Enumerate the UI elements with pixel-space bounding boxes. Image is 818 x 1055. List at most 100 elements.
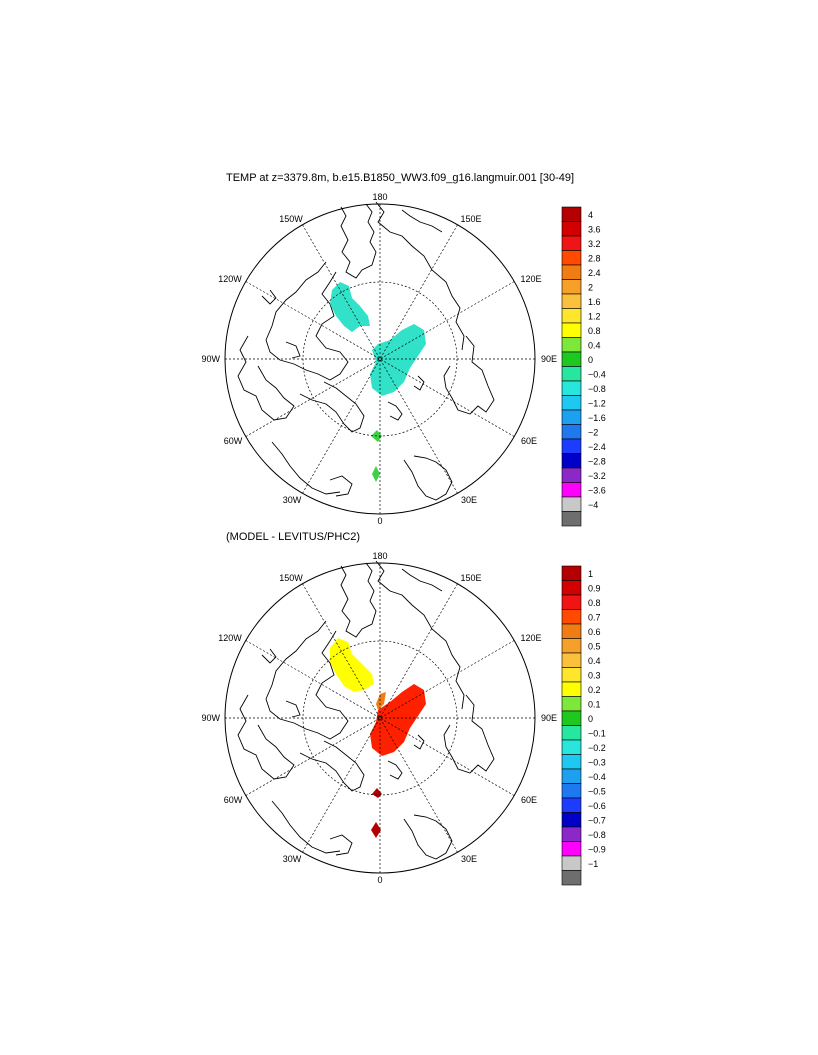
panel1-colorbar-box (561, 264, 582, 280)
panel2-lon-label-0: 0 (377, 875, 382, 885)
panel2-colorbar-label: −0.1 (588, 728, 606, 738)
panel2-colorbar-label: −1 (588, 859, 598, 869)
panel1-colorbar-box (561, 438, 582, 454)
panel2-colorbar-box (561, 710, 582, 726)
panel1-colorbar-label: −1.2 (588, 398, 606, 408)
panel1-colorbar-label: −2.4 (588, 442, 606, 452)
panel1-lon-label-120w: 120W (218, 274, 242, 284)
panel1-colorbar-label: −2.8 (588, 456, 606, 466)
panel2-red-anomaly (370, 684, 426, 756)
panel1-colorbar-box (561, 395, 582, 411)
panel1-colorbar-box (561, 496, 582, 512)
panel1-colorbar-box (561, 322, 582, 338)
panel2-colorbar-box (561, 739, 582, 755)
panel1-colorbar-label: −3.6 (588, 485, 606, 495)
panel1-lon-label-180: 180 (372, 192, 387, 202)
panel1-colorbar-label: 1.6 (588, 297, 601, 307)
panel2-colorbar-label: 0.7 (588, 612, 601, 622)
panel2-colorbar-box (561, 580, 582, 596)
panel2-map-boundary (224, 562, 536, 874)
panel2-colorbar-label: 0.1 (588, 699, 601, 709)
panel2-colorbar-box (561, 565, 582, 581)
panel1-lon-label-30e: 30E (461, 495, 477, 505)
panel2-colorbar-label: 0.4 (588, 656, 601, 666)
panel1-colorbar-label: 2.8 (588, 253, 601, 263)
panel1-lon-label-150w: 150W (279, 214, 303, 224)
panel1-colorbar-box (561, 293, 582, 309)
panel1-lon-label-0: 0 (377, 516, 382, 526)
panel1-colorbar-box (561, 351, 582, 367)
panel2-colorbar-label: 0.9 (588, 583, 601, 593)
panel2-colorbar-box (561, 594, 582, 610)
panel1-colorbar-label: 1.2 (588, 311, 601, 321)
panel2-darkred-anomaly (372, 788, 382, 798)
panel2-colorbar-box (561, 841, 582, 857)
panel1-colorbar-box (561, 380, 582, 396)
panel2-colorbar-box (561, 681, 582, 697)
panel1-colorbar-box (561, 482, 582, 498)
panel1-title: TEMP at z=3379.8m, b.e15.B1850_WW3.f09_g… (226, 172, 575, 184)
panel2-colorbar-box (561, 855, 582, 871)
panel1-colorbar-box (561, 409, 582, 425)
panel2-lon-label-150w: 150W (279, 573, 303, 583)
panel1-colorbar-label: −3.2 (588, 471, 606, 481)
panel2-lon-label-90e: 90E (541, 713, 557, 723)
panel1-colorbar-label: 2 (588, 282, 593, 292)
panel2-colorbar-label: −0.7 (588, 815, 606, 825)
panel2-colorbar-label: −0.3 (588, 757, 606, 767)
panel1-colorbar-box (561, 337, 582, 353)
panel2-colorbar-label: −0.6 (588, 801, 606, 811)
panel1-colorbar-label: −2 (588, 427, 598, 437)
panel1-colorbar-label: −1.6 (588, 413, 606, 423)
panel2-lon-label-60e: 60E (521, 795, 537, 805)
panel1-colorbar-label: −4 (588, 500, 598, 510)
panel2-colorbar-box (561, 667, 582, 683)
panel2-lon-label-120e: 120E (520, 633, 541, 643)
panel1-cyan-anomaly-main (370, 324, 426, 396)
panel2-title: (MODEL - LEVITUS/PHC2) (226, 531, 361, 543)
panel2-colorbar-label: 0.2 (588, 685, 601, 695)
panel2-colorbar-box (561, 696, 582, 712)
panel1-colorbar-box (561, 250, 582, 266)
panel2-colorbar-label: 0 (588, 714, 593, 724)
panel1-colorbar-box (561, 467, 582, 483)
panel2-colorbar-label: −0.9 (588, 844, 606, 854)
panel1-colorbar-box (561, 424, 582, 440)
panel1-colorbar: 4 3.6 3.2 2.8 2.4 2 1.6 1.2 0.8 0.4 0 −0.4 −0.8 −1.2 −… (561, 206, 606, 527)
panel2-lon-label-90w: 90W (201, 713, 220, 723)
panel2-colorbar-box (561, 783, 582, 799)
panel1-lon-label-150e: 150E (460, 214, 481, 224)
panel1-colorbar-box (561, 206, 582, 222)
panel2-lon-label-30e: 30E (461, 854, 477, 864)
panel2-darkred-anomaly-2 (371, 822, 381, 838)
panel2-colorbar-box (561, 797, 582, 813)
panel2-lon-label-30w: 30W (283, 854, 302, 864)
panel2-colorbar-box (561, 623, 582, 639)
panel2-lon-label-120w: 120W (218, 633, 242, 643)
panel2-colorbar-box (561, 725, 582, 741)
panel2-colorbar-label: −0.8 (588, 830, 606, 840)
panel2-colorbar-label: 0.5 (588, 641, 601, 651)
panel1-grid (225, 204, 535, 514)
panel2-orange-anomaly (376, 692, 386, 710)
panel2-lon-label-60w: 60W (224, 795, 243, 805)
panel1-lon-label-90e: 90E (541, 354, 557, 364)
panel2-map: 180 0 90W 90E 150W 150E 120W 120E 60W 60… (201, 551, 557, 885)
panel1-lon-label-120e: 120E (520, 274, 541, 284)
panel2-coastlines (237, 560, 495, 860)
panel1-colorbar-label: 3.2 (588, 239, 601, 249)
panel2-lon-label-150e: 150E (460, 573, 481, 583)
panel2-colorbar-box (561, 768, 582, 784)
panel2-colorbar: 1 0.9 0.8 0.7 0.6 0.5 0.4 0.3 0.2 0.1 0 −0.1 −0.2 −0.… (561, 565, 606, 886)
panel1-colorbar-label: 0.4 (588, 340, 601, 350)
panel1-map: 180 0 90W 90E 150W 150E 120W 120E 60W 60… (201, 192, 557, 526)
panel1-colorbar-label: −0.4 (588, 369, 606, 379)
panel1-lon-label-60e: 60E (521, 436, 537, 446)
panel1-lon-label-60w: 60W (224, 436, 243, 446)
panel1-colorbar-box (561, 366, 582, 382)
panel2-colorbar-label: 0.6 (588, 627, 601, 637)
panel2-colorbar-label: 1 (588, 569, 593, 579)
panel1-colorbar-label: 0.8 (588, 326, 601, 336)
panel1-coastlines (237, 201, 495, 501)
